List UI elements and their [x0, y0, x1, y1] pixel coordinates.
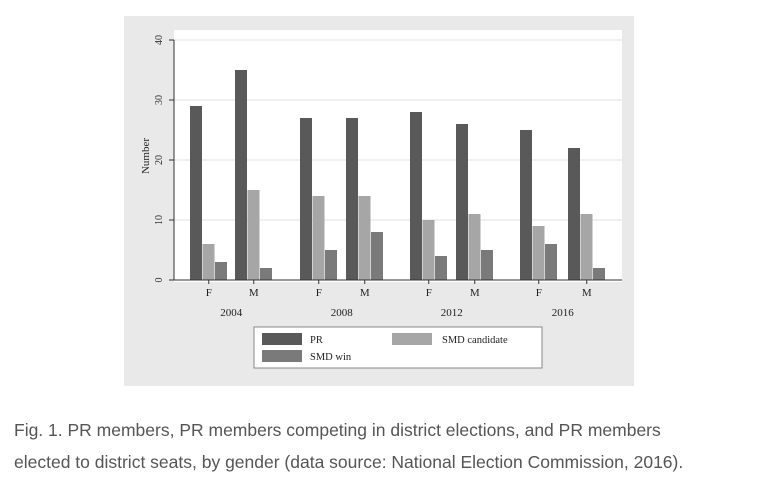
x-tick-label-gender: F — [316, 287, 322, 299]
bar-smd-win — [593, 268, 605, 280]
x-group-label-year: 2016 — [552, 307, 575, 319]
x-tick-label-gender: M — [582, 287, 592, 299]
bar-smd-candidate — [532, 226, 545, 280]
bar-smd-win — [260, 268, 272, 280]
caption-line-1: Fig. 1. PR members, PR members competing… — [14, 420, 661, 440]
figure-caption: Fig. 1. PR members, PR members competing… — [14, 414, 759, 478]
y-tick-label: 30 — [154, 95, 165, 105]
bar-smd-candidate — [422, 220, 435, 280]
bar-smd-candidate — [312, 196, 325, 280]
bar-smd-candidate — [358, 196, 371, 280]
y-axis-label: Number — [140, 138, 152, 174]
caption-line-2: elected to district seats, by gender (da… — [14, 452, 684, 472]
legend-label: SMD win — [310, 352, 352, 363]
bar-smd-candidate — [580, 214, 593, 280]
bar-smd-candidate — [247, 190, 260, 280]
x-tick-label-gender: M — [249, 287, 259, 299]
legend-label: PR — [310, 335, 323, 346]
bar-pr — [410, 112, 422, 280]
legend-label: SMD candidate — [442, 335, 508, 346]
bar-pr — [346, 118, 358, 280]
bar-smd-win — [215, 262, 227, 280]
x-tick-label-gender: F — [206, 287, 212, 299]
x-tick-label-gender: M — [360, 287, 370, 299]
bar-smd-candidate — [202, 244, 215, 280]
figure-panel: 0 10 20 30 40 F M F M F M F M 2004 2008 2012 2016 Number… — [124, 16, 634, 386]
bar-smd-win — [325, 250, 337, 280]
legend-swatch — [392, 333, 432, 345]
y-tick-label: 40 — [154, 35, 165, 45]
bar-pr — [190, 106, 202, 280]
x-tick-label-gender: F — [536, 287, 542, 299]
bar-pr — [235, 70, 247, 280]
legend-swatch — [262, 333, 302, 345]
bar-pr — [568, 148, 580, 280]
bar-smd-win — [371, 232, 383, 280]
x-group-label-year: 2004 — [220, 307, 243, 319]
x-tick-label-gender: F — [426, 287, 432, 299]
legend-swatch — [262, 350, 302, 362]
x-group-label-year: 2008 — [331, 307, 354, 319]
bar-pr — [300, 118, 312, 280]
bar-smd-candidate — [468, 214, 481, 280]
bar-pr — [456, 124, 468, 280]
bar-chart: 0 10 20 30 40 F M F M F M F M 2004 2008 2012 2016 Number… — [140, 30, 622, 369]
bar-pr — [520, 130, 532, 280]
y-tick-label: 0 — [154, 278, 165, 283]
y-tick-label: 20 — [154, 155, 165, 165]
x-tick-label-gender: M — [470, 287, 480, 299]
bar-smd-win — [481, 250, 493, 280]
bar-smd-win — [435, 256, 447, 280]
y-tick-label: 10 — [154, 215, 165, 225]
x-group-label-year: 2012 — [441, 307, 463, 319]
bar-smd-win — [545, 244, 557, 280]
